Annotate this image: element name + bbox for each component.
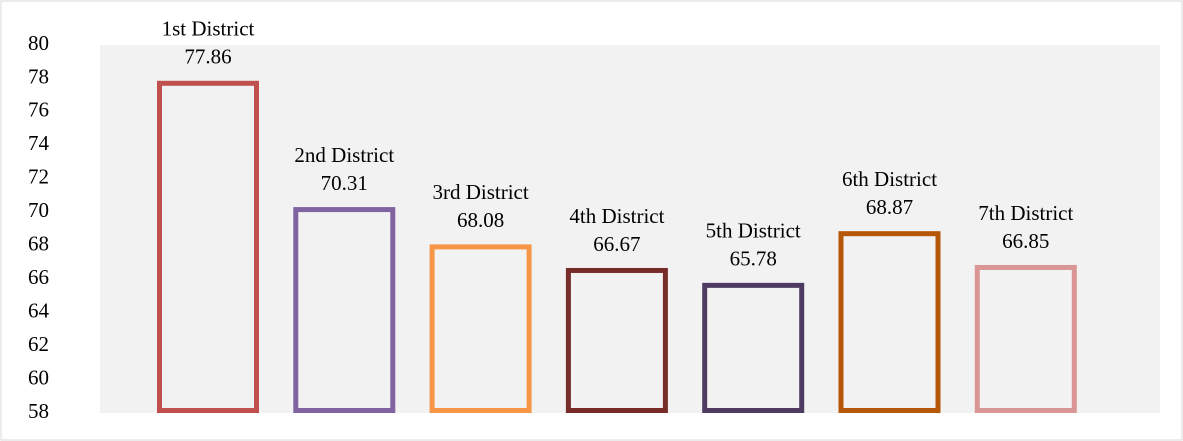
plot-area: [100, 45, 1160, 413]
bar: [974, 264, 1077, 413]
category-label: 6th District: [842, 167, 937, 191]
y-tick-label: 80: [28, 31, 49, 55]
value-label: 65.78: [730, 247, 777, 271]
category-label: 2nd District: [294, 143, 394, 167]
value-label: 66.67: [593, 232, 640, 256]
category-label: 3rd District: [432, 180, 528, 204]
y-tick-label: 64: [28, 298, 50, 322]
bar: [565, 267, 668, 413]
category-label: 5th District: [706, 219, 801, 243]
y-tick-label: 74: [28, 131, 50, 155]
y-tick-label: 68: [28, 232, 49, 256]
y-tick-label: 66: [28, 265, 49, 289]
value-label: 66.85: [1002, 229, 1049, 253]
bar: [293, 207, 396, 413]
value-label: 77.86: [184, 45, 231, 69]
value-label: 68.08: [457, 208, 504, 232]
value-label: 70.31: [321, 171, 368, 195]
y-tick-label: 78: [28, 64, 49, 88]
y-tick-label: 60: [28, 365, 49, 389]
value-label: 68.87: [866, 195, 913, 219]
y-tick-label: 58: [28, 399, 49, 423]
y-tick-label: 62: [28, 332, 49, 356]
category-label: 7th District: [978, 201, 1073, 225]
bar: [838, 231, 941, 413]
bar: [157, 80, 259, 414]
y-tick-label: 72: [28, 165, 49, 189]
category-label: 4th District: [569, 204, 664, 228]
y-tick-label: 76: [28, 98, 49, 122]
bar: [702, 282, 805, 413]
bar: [429, 244, 532, 413]
y-tick-label: 70: [28, 198, 49, 222]
category-label: 1st District: [162, 17, 255, 41]
